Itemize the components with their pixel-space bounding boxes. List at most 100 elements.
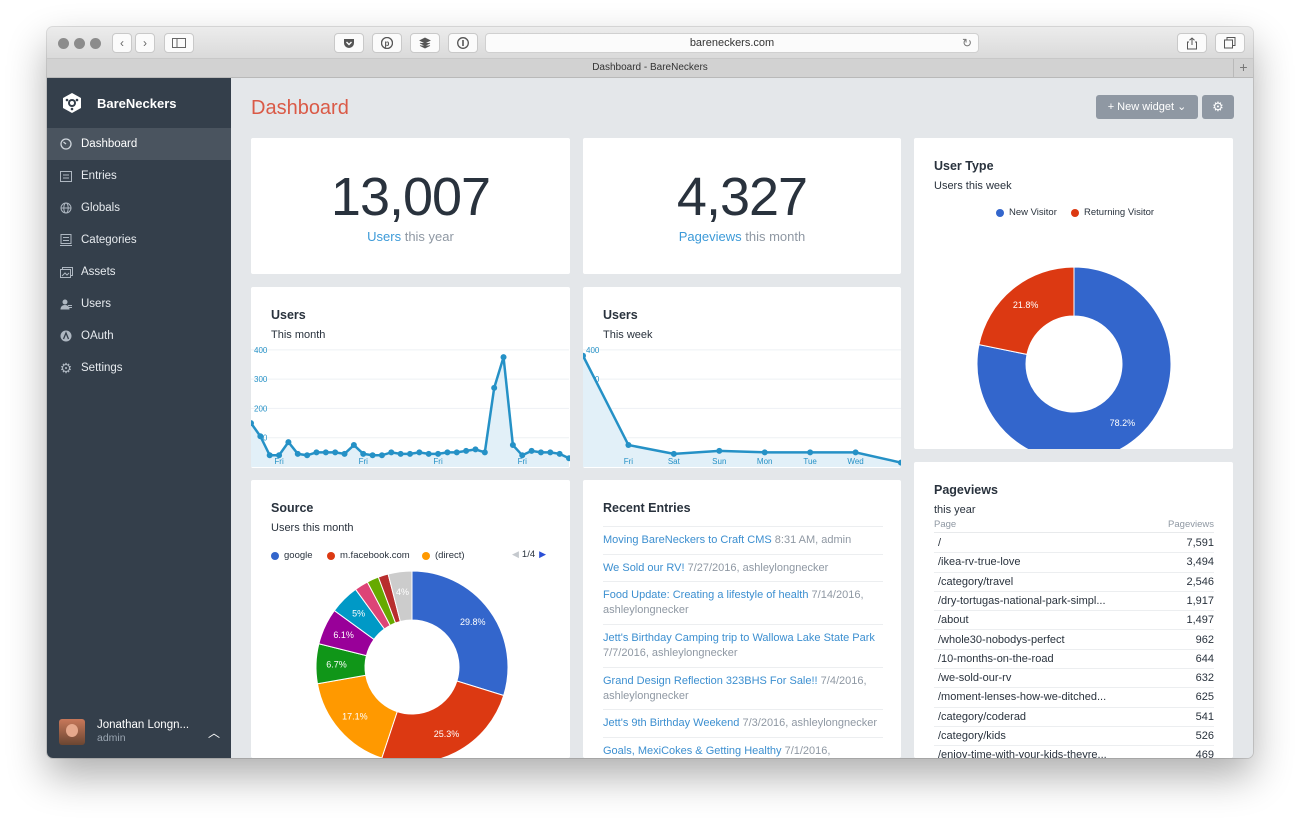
list-item[interactable]: Jett's 9th Birthday Weekend 7/3/2016, as… bbox=[603, 709, 883, 731]
close-window-button[interactable] bbox=[58, 38, 69, 49]
pageviews-month-label: Pageviews this month bbox=[583, 229, 901, 244]
sidebar-item-settings[interactable]: ⚙ Settings bbox=[47, 352, 231, 384]
entry-title[interactable]: Grand Design Reflection 323BHS For Sale!… bbox=[603, 675, 818, 687]
users-link[interactable]: Users bbox=[367, 229, 402, 244]
reload-icon[interactable]: ↻ bbox=[961, 36, 972, 50]
sidebar-item-categories[interactable]: Categories bbox=[47, 224, 231, 256]
list-item[interactable]: Grand Design Reflection 323BHS For Sale!… bbox=[603, 667, 883, 703]
user-menu[interactable]: Jonathan Longn... admin ︿ bbox=[59, 718, 224, 746]
users-week-widget: Users This week 100200300400FriSatSunMon… bbox=[583, 287, 901, 468]
sidebar-item-assets[interactable]: Assets bbox=[47, 256, 231, 288]
slice-label: 25.3% bbox=[434, 729, 460, 739]
sidebar-item-users[interactable]: Users bbox=[47, 288, 231, 320]
x-tick-label: Fri bbox=[359, 457, 369, 466]
data-point bbox=[378, 452, 385, 459]
page-title: Dashboard bbox=[251, 97, 349, 119]
pinterest-button[interactable]: p bbox=[372, 33, 402, 53]
legend-facebook: m.facebook.com bbox=[327, 550, 410, 561]
user-role: admin bbox=[97, 732, 126, 744]
triangle-right-icon[interactable]: ▶ bbox=[539, 549, 547, 559]
brand[interactable]: BareNeckers bbox=[47, 78, 231, 128]
data-point bbox=[519, 452, 526, 459]
active-tab-title[interactable]: Dashboard - BareNeckers bbox=[592, 62, 708, 73]
page-path: /whole30-nobodys-perfect bbox=[938, 633, 1065, 646]
source-donut: 29.8% 25.3% 17.1% 6.7% 6.1% 5% 4% bbox=[315, 570, 509, 758]
legend-label: m.facebook.com bbox=[340, 550, 410, 561]
entry-title[interactable]: Moving BareNeckers to Craft CMS bbox=[603, 534, 772, 546]
buffer-button[interactable] bbox=[410, 33, 440, 53]
sidebar-item-label: OAuth bbox=[81, 330, 114, 342]
x-tick-label: Fri bbox=[624, 457, 634, 466]
data-point bbox=[444, 449, 451, 456]
forward-button[interactable]: › bbox=[135, 33, 155, 53]
gear-icon: ⚙ bbox=[59, 359, 73, 376]
tab-bar: Dashboard - BareNeckers + bbox=[47, 59, 1253, 78]
password-button[interactable] bbox=[448, 33, 478, 53]
tabs-overview-button[interactable] bbox=[1215, 33, 1245, 53]
list-item[interactable]: Goals, MexiCokes & Getting Healthy 7/1/2… bbox=[603, 737, 883, 758]
pager-text: 1/4 bbox=[521, 549, 536, 560]
zoom-window-button[interactable] bbox=[90, 38, 101, 49]
back-button[interactable]: ‹ bbox=[112, 33, 132, 53]
legend-dot bbox=[1071, 208, 1079, 217]
widget-title: User Type bbox=[934, 159, 994, 173]
sidebar-item-globals[interactable]: Globals bbox=[47, 192, 231, 224]
series-area bbox=[583, 355, 901, 467]
chevron-right-icon: › bbox=[143, 36, 147, 50]
sidebar-item-label: Dashboard bbox=[81, 138, 138, 150]
data-point bbox=[388, 449, 395, 456]
entry-meta: 7/14/2016, ashleylongnecker bbox=[603, 589, 864, 616]
table-row: / 7,591 bbox=[934, 534, 1214, 554]
widget-subtitle: This month bbox=[271, 329, 326, 341]
triangle-left-icon[interactable]: ◀ bbox=[512, 549, 519, 559]
entry-title[interactable]: Goals, MexiCokes & Getting Healthy bbox=[603, 745, 782, 757]
table-row: /category/coderad 541 bbox=[934, 708, 1214, 727]
page-path: /about bbox=[938, 614, 969, 627]
list-item[interactable]: Jett's Birthday Camping trip to Wallowa … bbox=[603, 624, 883, 660]
dashboard-settings-button[interactable]: ⚙ bbox=[1202, 95, 1234, 119]
users-year-value: 13,007 bbox=[330, 167, 491, 227]
data-point bbox=[285, 439, 292, 446]
data-point bbox=[266, 452, 273, 459]
pageviews-month-widget: 4,327 Pageviews this month bbox=[583, 138, 901, 274]
users-week-chart: 100200300400FriSatSunMonTueWed bbox=[583, 346, 901, 467]
pageviews-month-value: 4,327 bbox=[676, 167, 808, 227]
list-item[interactable]: Moving BareNeckers to Craft CMS 8:31 AM,… bbox=[603, 526, 883, 548]
sidebar-item-label: Categories bbox=[81, 234, 137, 246]
sidebar-item-entries[interactable]: Entries bbox=[47, 160, 231, 192]
sidebar-toggle-button[interactable] bbox=[164, 33, 194, 53]
entry-title[interactable]: We Sold our RV! bbox=[603, 562, 685, 574]
list-item[interactable]: We Sold our RV! 7/27/2016, ashleylongnec… bbox=[603, 554, 883, 576]
page-views: 541 bbox=[1195, 710, 1214, 723]
plus-icon: + bbox=[1239, 59, 1248, 75]
widget-title: Recent Entries bbox=[603, 501, 691, 515]
share-button[interactable] bbox=[1177, 33, 1207, 53]
y-tick-label: 300 bbox=[254, 375, 268, 384]
brand-name: BareNeckers bbox=[97, 95, 177, 111]
entry-meta: 8:31 AM, admin bbox=[771, 534, 852, 546]
data-point bbox=[500, 354, 507, 361]
data-point bbox=[472, 446, 479, 453]
list-item[interactable]: Food Update: Creating a lifestyle of hea… bbox=[603, 581, 883, 617]
pocket-button[interactable] bbox=[334, 33, 364, 53]
entry-title[interactable]: Jett's 9th Birthday Weekend bbox=[603, 717, 740, 729]
data-point bbox=[625, 442, 632, 449]
new-widget-button[interactable]: + New widget ⌄ bbox=[1096, 95, 1198, 119]
sidebar-item-oauth[interactable]: OAuth bbox=[47, 320, 231, 352]
sidebar-item-label: Assets bbox=[81, 266, 116, 278]
minimize-window-button[interactable] bbox=[74, 38, 85, 49]
table-row: /enjoy-time-with-your-kids-theyre... 469 bbox=[934, 746, 1214, 758]
chevron-up-icon[interactable]: ︿ bbox=[207, 726, 220, 740]
pageviews-link[interactable]: Pageviews bbox=[678, 229, 742, 244]
entry-title[interactable]: Food Update: Creating a lifestyle of hea… bbox=[603, 589, 809, 601]
address-bar[interactable]: bareneckers.com ↻ bbox=[485, 33, 979, 53]
entry-title[interactable]: Jett's Birthday Camping trip to Wallowa … bbox=[603, 632, 875, 644]
table-row: /dry-tortugas-national-park-simpl... 1,91… bbox=[934, 592, 1214, 612]
assets-icon bbox=[59, 265, 73, 279]
new-tab-button[interactable]: + bbox=[1233, 59, 1253, 77]
data-point bbox=[509, 442, 516, 449]
data-point bbox=[350, 442, 357, 449]
info-icon bbox=[457, 37, 469, 49]
sidebar-item-dashboard[interactable]: Dashboard bbox=[47, 128, 231, 160]
entry-meta: 7/3/2016, ashleylongnecker bbox=[739, 717, 878, 729]
